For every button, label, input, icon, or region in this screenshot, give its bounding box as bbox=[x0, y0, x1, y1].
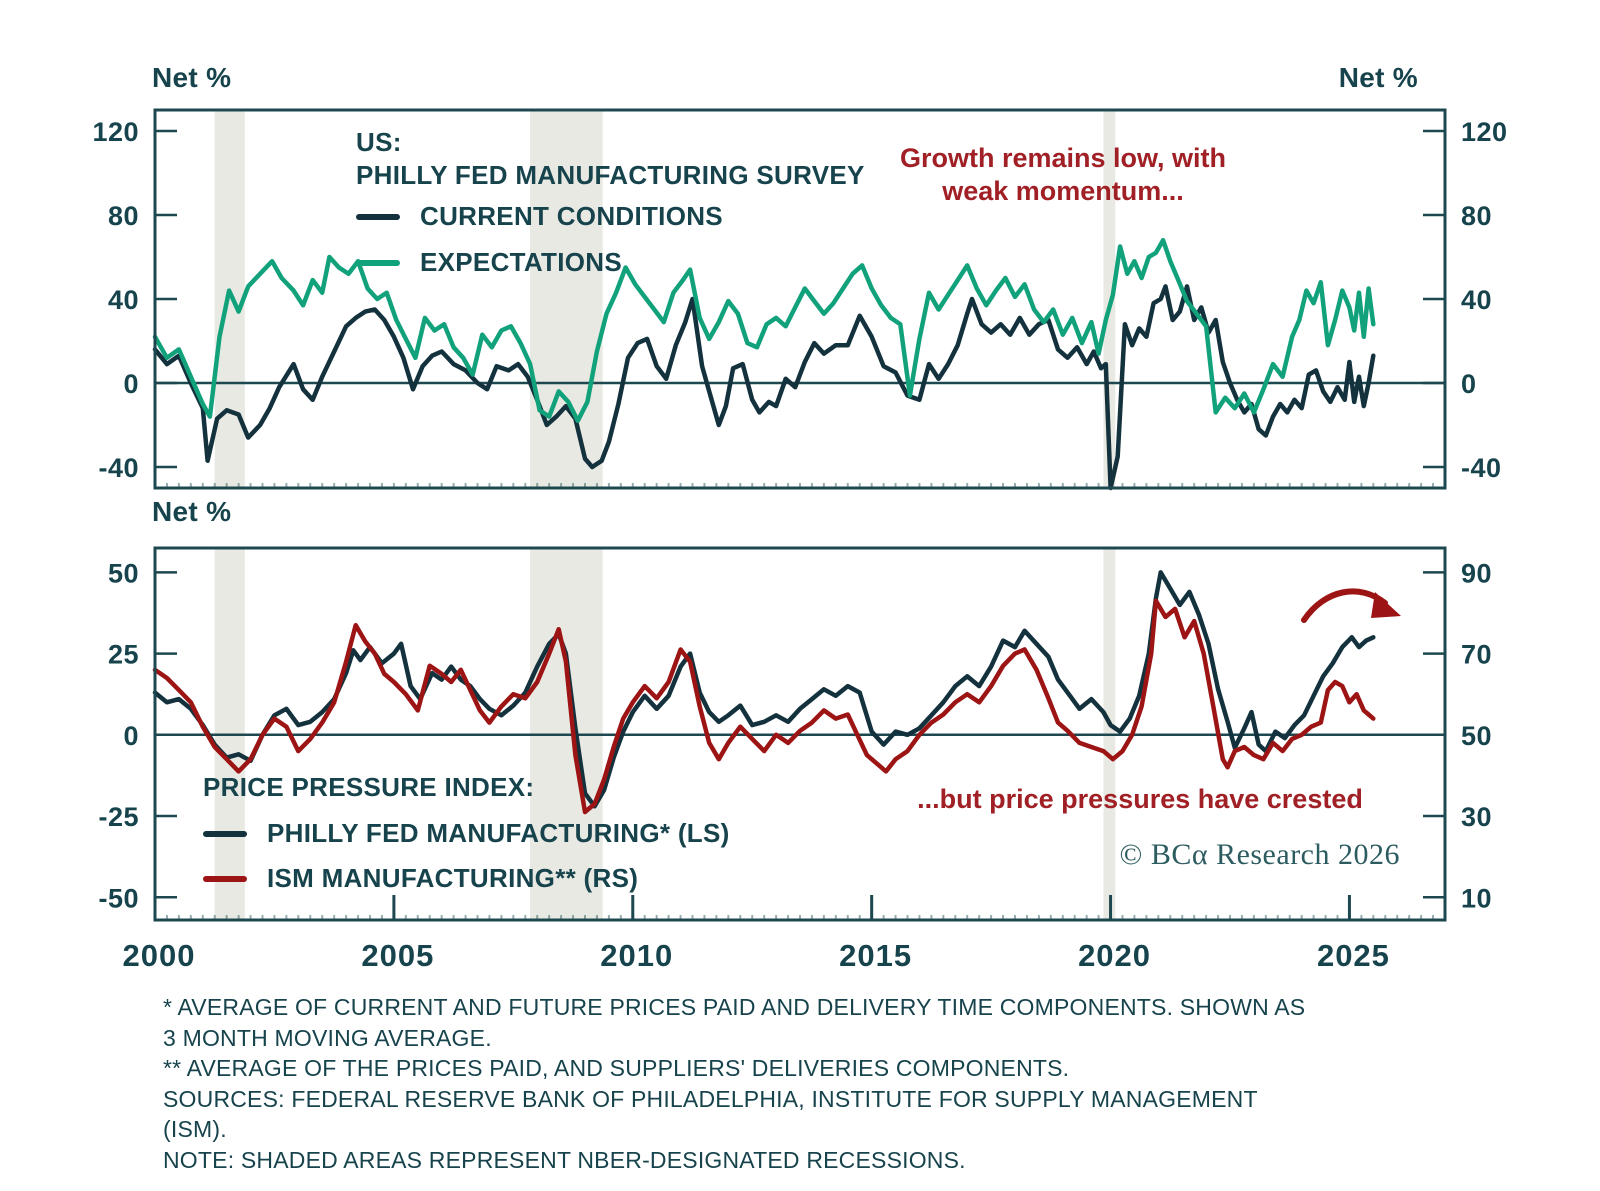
footnote-line: * AVERAGE OF CURRENT AND FUTURE PRICES P… bbox=[163, 994, 1306, 1020]
legend-label-current-conditions: CURRENT CONDITIONS bbox=[420, 201, 723, 231]
growth-annotation: Growth remains low, with weak momentum..… bbox=[858, 142, 1268, 208]
current-conditions-line bbox=[152, 284, 1376, 491]
y-tick-label-left: -40 bbox=[98, 453, 139, 483]
downturn-arrow-icon bbox=[1301, 588, 1401, 623]
growth-annotation-line2: weak momentum... bbox=[942, 176, 1184, 206]
legend-label-philly-price: PHILLY FED MANUFACTURING* (LS) bbox=[267, 818, 730, 848]
y-tick-label-right: -40 bbox=[1461, 453, 1502, 483]
y-tick-label-right: 10 bbox=[1461, 883, 1492, 913]
y-tick-label-left: 0 bbox=[123, 369, 139, 399]
y-tick-label-left: -50 bbox=[98, 883, 139, 913]
chart-title-line1: US: bbox=[356, 127, 402, 157]
x-tick-label: 2020 bbox=[1078, 938, 1151, 973]
y-tick-label-right: 0 bbox=[1461, 369, 1477, 399]
y-tick-label-right: 50 bbox=[1461, 721, 1492, 751]
y-tick-label-left: -25 bbox=[98, 802, 139, 832]
footnote-line: (ISM). bbox=[163, 1116, 227, 1142]
x-tick-label: 2025 bbox=[1317, 938, 1390, 973]
y-axis-unit-top-right: Net % bbox=[1338, 62, 1418, 93]
y-tick-label-left: 120 bbox=[92, 117, 139, 147]
bottom-panel-border bbox=[153, 546, 1447, 922]
footnote-line: ** AVERAGE OF THE PRICES PAID, AND SUPPL… bbox=[163, 1055, 1070, 1081]
y-tick-label-left: 25 bbox=[108, 640, 139, 670]
footnotes-block: * AVERAGE OF CURRENT AND FUTURE PRICES P… bbox=[163, 992, 1305, 1175]
legend-label-expectations: EXPECTATIONS bbox=[420, 247, 622, 277]
y-tick-label-right: 90 bbox=[1461, 558, 1492, 588]
y-tick-label-right: 40 bbox=[1461, 285, 1492, 315]
ism-manufacturing-rs-line bbox=[152, 598, 1376, 815]
y-tick-label-right: 30 bbox=[1461, 802, 1492, 832]
philly-price-swatch-icon bbox=[203, 830, 247, 837]
expectations-swatch-icon bbox=[356, 259, 400, 266]
top-panel-border bbox=[153, 108, 1447, 490]
legend-item-expectations: EXPECTATIONS bbox=[356, 247, 865, 278]
current-conditions-swatch-icon bbox=[356, 213, 400, 220]
y-tick-label-right: 70 bbox=[1461, 640, 1492, 670]
recession-band bbox=[1103, 110, 1116, 488]
bottom-chart-legend: PRICE PRESSURE INDEX: PHILLY FED MANUFAC… bbox=[203, 771, 730, 894]
y-tick-label-left: 0 bbox=[123, 721, 139, 751]
footnote-line: SOURCES: FEDERAL RESERVE BANK OF PHILADE… bbox=[163, 1085, 1258, 1112]
ism-swatch-icon bbox=[203, 875, 247, 882]
recession-band bbox=[530, 110, 603, 488]
legend-label-ism: ISM MANUFACTURING** (RS) bbox=[267, 863, 639, 893]
x-tick-label: 2010 bbox=[600, 938, 673, 973]
y-tick-label-left: 80 bbox=[108, 201, 139, 231]
recession-band bbox=[214, 110, 245, 488]
y-tick-label-left: 40 bbox=[108, 285, 139, 315]
top-chart-legend: US: PHILLY FED MANUFACTURING SURVEY CURR… bbox=[356, 126, 865, 278]
y-axis-unit-top-left: Net % bbox=[152, 62, 232, 93]
copyright-note: © BCα Research 2026 bbox=[1119, 838, 1400, 871]
footnote-line: 3 MONTH MOVING AVERAGE. bbox=[163, 1024, 492, 1051]
price-pressure-heading: PRICE PRESSURE INDEX: bbox=[203, 772, 535, 802]
growth-annotation-line1: Growth remains low, with bbox=[899, 143, 1227, 173]
x-tick-label: 2015 bbox=[839, 938, 912, 973]
expectations-line bbox=[152, 237, 1376, 424]
crested-annotation: ...but price pressures have crested bbox=[917, 784, 1363, 814]
x-tick-label: 2005 bbox=[361, 938, 434, 973]
x-tick-label: 2000 bbox=[123, 938, 196, 973]
legend-item-ism: ISM MANUFACTURING** (RS) bbox=[203, 863, 730, 894]
y-axis-unit-bottom-left: Net % bbox=[152, 496, 232, 527]
chart-title-line2: PHILLY FED MANUFACTURING SURVEY bbox=[356, 160, 865, 190]
legend-item-philly-price: PHILLY FED MANUFACTURING* (LS) bbox=[203, 818, 730, 849]
y-tick-label-right: 120 bbox=[1461, 117, 1508, 147]
legend-item-current-conditions: CURRENT CONDITIONS bbox=[356, 201, 865, 232]
footnote-line: NOTE: SHADED AREAS REPRESENT NBER-DESIGN… bbox=[163, 1146, 966, 1173]
y-tick-label-left: 50 bbox=[108, 558, 139, 588]
y-tick-label-right: 80 bbox=[1461, 201, 1492, 231]
